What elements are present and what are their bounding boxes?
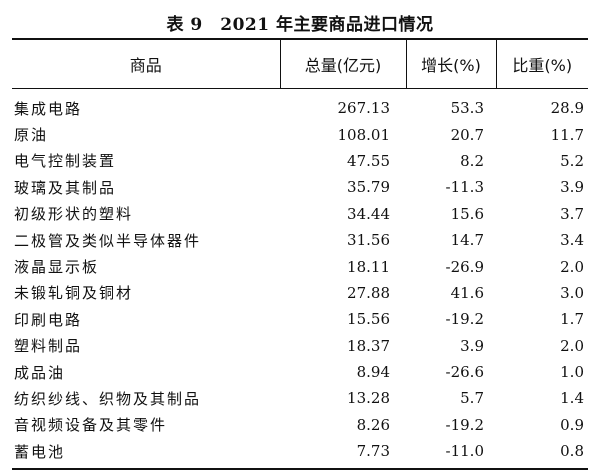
growth-cell: 3.9 bbox=[460, 336, 484, 355]
growth-cell: -19.2 bbox=[445, 310, 484, 329]
growth-cell: 5.7 bbox=[460, 389, 484, 408]
table-row: 塑料制品 18.37 3.9 2.0 bbox=[12, 333, 588, 359]
total-cell: 47.55 bbox=[347, 151, 390, 170]
commodity-cell: 液晶显示板 bbox=[14, 258, 100, 277]
header-growth: 增长(%) bbox=[405, 39, 496, 89]
table-row: 集成电路 267.13 53.3 28.9 bbox=[12, 89, 588, 122]
commodity-cell: 塑料制品 bbox=[14, 337, 83, 356]
commodity-cell: 印刷电路 bbox=[14, 310, 83, 329]
total-cell: 34.44 bbox=[347, 204, 390, 223]
commodity-cell: 初级形状的塑料 bbox=[14, 205, 134, 224]
share-cell: 3.7 bbox=[560, 204, 584, 223]
commodity-cell: 原油 bbox=[14, 126, 49, 145]
growth-cell: 20.7 bbox=[450, 125, 484, 144]
growth-cell: -11.3 bbox=[445, 178, 484, 197]
commodity-cell: 电气控制装置 bbox=[14, 152, 117, 171]
total-cell: 18.11 bbox=[347, 257, 390, 276]
table-header: 商品 总量(亿元) 增长(%) 比重(%) bbox=[12, 39, 588, 89]
header-share: 比重(%) bbox=[495, 39, 588, 89]
commodity-cell: 未锻轧铜及铜材 bbox=[14, 284, 134, 303]
share-cell: 3.4 bbox=[560, 231, 584, 250]
table-row: 音视频设备及其零件 8.26 -19.2 0.9 bbox=[12, 412, 588, 438]
growth-cell: 53.3 bbox=[450, 99, 484, 118]
share-cell: 28.9 bbox=[550, 99, 584, 118]
share-cell: 2.0 bbox=[560, 257, 584, 276]
total-cell: 18.37 bbox=[347, 336, 390, 355]
total-cell: 27.88 bbox=[347, 283, 390, 302]
commodity-cell: 音视频设备及其零件 bbox=[14, 416, 168, 435]
share-cell: 2.0 bbox=[560, 336, 584, 355]
table-row: 二极管及类似半导体器件 31.56 14.7 3.4 bbox=[12, 227, 588, 253]
total-cell: 13.28 bbox=[347, 389, 390, 408]
table-row: 电气控制装置 47.55 8.2 5.2 bbox=[12, 148, 588, 174]
commodity-cell: 纺织纱线、织物及其制品 bbox=[14, 389, 202, 408]
total-cell: 267.13 bbox=[337, 99, 391, 118]
commodity-cell: 玻璃及其制品 bbox=[14, 178, 117, 197]
share-cell: 0.8 bbox=[560, 442, 584, 461]
total-cell: 108.01 bbox=[337, 125, 391, 144]
share-cell: 1.7 bbox=[560, 310, 584, 329]
table-row: 印刷电路 15.56 -19.2 1.7 bbox=[12, 306, 588, 332]
header-commodity: 商品 bbox=[12, 39, 280, 89]
growth-cell: 14.7 bbox=[450, 231, 484, 250]
share-cell: 0.9 bbox=[560, 415, 584, 434]
table-row: 初级形状的塑料 34.44 15.6 3.7 bbox=[12, 201, 588, 227]
growth-cell: 41.6 bbox=[450, 283, 484, 302]
share-cell: 1.4 bbox=[560, 389, 584, 408]
table-row: 液晶显示板 18.11 -26.9 2.0 bbox=[12, 253, 588, 279]
table-body: 集成电路 267.13 53.3 28.9 原油 108.01 20.7 11.7 电气控制装置… bbox=[12, 89, 588, 470]
total-cell: 15.56 bbox=[347, 310, 390, 329]
share-cell: 5.2 bbox=[560, 151, 584, 170]
share-cell: 11.7 bbox=[550, 125, 584, 144]
commodity-cell: 蓄电池 bbox=[14, 442, 66, 461]
growth-cell: -19.2 bbox=[445, 415, 484, 434]
total-cell: 8.94 bbox=[356, 363, 390, 382]
table-row: 玻璃及其制品 35.79 -11.3 3.9 bbox=[12, 174, 588, 200]
table-title: 表 9 2021 年主要商品进口情况 bbox=[166, 15, 434, 35]
commodity-cell: 二极管及类似半导体器件 bbox=[14, 231, 202, 250]
total-cell: 31.56 bbox=[347, 231, 390, 250]
table-row: 成品油 8.94 -26.6 1.0 bbox=[12, 359, 588, 385]
growth-cell: 8.2 bbox=[460, 151, 484, 170]
growth-cell: -11.0 bbox=[445, 442, 484, 461]
total-cell: 8.26 bbox=[356, 415, 390, 434]
commodity-cell: 集成电路 bbox=[14, 99, 83, 118]
table-row: 未锻轧铜及铜材 27.88 41.6 3.0 bbox=[12, 280, 588, 306]
total-cell: 7.73 bbox=[356, 442, 390, 461]
header-row: 商品 总量(亿元) 增长(%) 比重(%) bbox=[12, 39, 588, 89]
total-cell: 35.79 bbox=[347, 178, 390, 197]
growth-cell: -26.9 bbox=[445, 257, 484, 276]
table-row: 纺织纱线、织物及其制品 13.28 5.7 1.4 bbox=[12, 385, 588, 411]
table-row: 蓄电池 7.73 -11.0 0.8 bbox=[12, 438, 588, 469]
share-cell: 1.0 bbox=[560, 363, 584, 382]
growth-cell: 15.6 bbox=[450, 204, 484, 223]
import-table: 商品 总量(亿元) 增长(%) 比重(%) 集成电路 267.13 53.3 28.9… bbox=[12, 38, 588, 470]
table-row: 原油 108.01 20.7 11.7 bbox=[12, 121, 588, 147]
header-total: 总量(亿元) bbox=[279, 39, 406, 89]
commodity-cell: 成品油 bbox=[14, 363, 66, 382]
share-cell: 3.0 bbox=[560, 283, 584, 302]
share-cell: 3.9 bbox=[560, 178, 584, 197]
growth-cell: -26.6 bbox=[445, 363, 484, 382]
